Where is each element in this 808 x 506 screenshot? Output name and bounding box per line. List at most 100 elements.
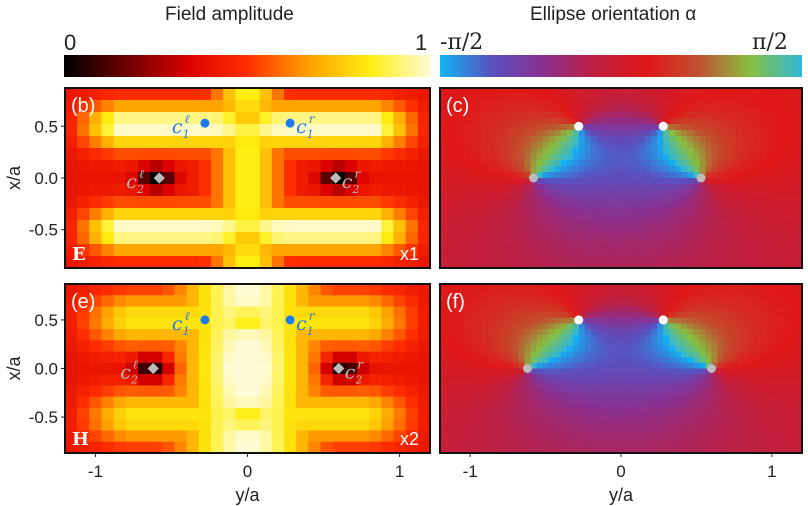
heatmap-cell <box>320 385 334 398</box>
heatmap-cell <box>452 436 459 443</box>
heatmap-cell <box>482 284 489 291</box>
heatmap-cell <box>657 244 664 251</box>
heatmap-cell <box>512 112 520 119</box>
heatmap-cell <box>150 148 163 161</box>
heatmap-cell <box>584 385 592 392</box>
heatmap-cell <box>482 100 489 107</box>
heatmap-cell <box>663 284 670 291</box>
heatmap-cell <box>705 214 713 221</box>
heatmap-cell <box>753 148 761 155</box>
heatmap-cell <box>621 262 628 269</box>
heatmap-cell <box>186 112 200 125</box>
heatmap-cell <box>747 391 755 398</box>
heatmap-cell <box>476 142 483 149</box>
heatmap-cell <box>259 385 273 398</box>
heatmap-cell <box>663 430 670 437</box>
heatmap-cell <box>717 100 725 107</box>
heatmap-cell <box>488 184 495 191</box>
heatmap-cell <box>524 256 532 263</box>
heatmap-cell <box>771 284 779 291</box>
heatmap-cell <box>789 136 797 143</box>
orientation-max-label: π/2 <box>752 30 788 55</box>
heatmap-cell <box>458 436 465 443</box>
heatmap-cell <box>675 226 682 233</box>
heatmap-cell <box>284 184 297 197</box>
heatmap-cell <box>621 419 628 426</box>
heatmap-cell <box>675 340 682 347</box>
heatmap-cell <box>259 124 273 137</box>
heatmap-cell <box>645 130 652 137</box>
heatmap-cell <box>320 124 334 137</box>
heatmap-cell <box>596 300 604 308</box>
heatmap-cell <box>186 88 200 101</box>
heatmap-cell <box>627 441 634 448</box>
heatmap-cell <box>125 385 139 398</box>
heatmap-cell <box>518 196 526 203</box>
heatmap-cell <box>572 407 580 415</box>
heatmap-cell <box>572 130 580 137</box>
heatmap-cell <box>699 220 707 227</box>
singularity-label: c1r <box>296 309 316 338</box>
heatmap-cell <box>470 250 477 257</box>
heatmap-cell <box>548 385 556 392</box>
heatmap-cell <box>675 312 682 319</box>
heatmap-cell <box>381 419 395 432</box>
heatmap-cell <box>381 112 395 125</box>
heatmap-cell <box>482 362 489 370</box>
heatmap-cell <box>512 436 520 443</box>
heatmap-cell <box>627 334 634 341</box>
heatmap-cell <box>795 250 803 257</box>
heatmap-cell <box>506 190 513 197</box>
heatmap-cell <box>584 424 592 432</box>
heatmap-cell <box>687 430 694 437</box>
heatmap-cell <box>771 306 779 313</box>
heatmap-cell <box>259 88 273 101</box>
heatmap-cell <box>687 379 694 386</box>
heatmap-cell <box>627 202 634 209</box>
heatmap-cell <box>308 419 322 432</box>
heatmap-cell <box>518 136 526 143</box>
heatmap-cell <box>765 124 773 131</box>
heatmap-cell <box>759 424 767 432</box>
heatmap-cell <box>393 112 407 125</box>
heatmap-cell <box>681 430 688 437</box>
heatmap-cell <box>572 345 580 353</box>
heatmap-cell <box>259 317 273 330</box>
heatmap-cell <box>681 396 688 403</box>
heatmap-cell <box>705 166 713 173</box>
heatmap-cell <box>627 374 634 381</box>
heatmap-cell <box>542 300 550 308</box>
heatmap-cell <box>500 184 507 191</box>
heatmap-cell <box>482 250 489 257</box>
heatmap-cell <box>747 351 755 358</box>
heatmap-cell <box>548 214 556 221</box>
heatmap-cell <box>271 88 285 101</box>
heatmap-cell <box>572 178 580 185</box>
heatmap-cell <box>138 244 151 257</box>
heatmap-cell <box>542 100 550 107</box>
heatmap-cell <box>500 317 507 325</box>
heatmap-cell <box>332 340 346 353</box>
heatmap-cell <box>308 148 322 161</box>
heatmap-cell <box>554 106 562 113</box>
heatmap-cell <box>512 447 520 454</box>
heatmap-cell <box>464 447 471 454</box>
heatmap-cell <box>669 357 676 364</box>
heatmap-cell <box>452 250 459 257</box>
heatmap-cell <box>500 323 507 330</box>
x-tick-label: 0 <box>243 462 252 481</box>
heatmap-cell <box>699 124 707 131</box>
heatmap-cell <box>590 362 598 370</box>
heatmap-cell <box>681 407 688 415</box>
heatmap-cell <box>446 368 453 375</box>
heatmap-cell <box>765 262 773 269</box>
heatmap-cell <box>783 441 791 448</box>
heatmap-cell <box>482 312 489 319</box>
heatmap-cell <box>681 208 688 215</box>
field-label: E <box>72 244 86 265</box>
heatmap-cell <box>693 424 701 432</box>
heatmap-cell <box>699 100 707 107</box>
heatmap-cell <box>777 357 785 364</box>
heatmap-cell <box>482 154 489 161</box>
heatmap-cell <box>645 166 652 173</box>
